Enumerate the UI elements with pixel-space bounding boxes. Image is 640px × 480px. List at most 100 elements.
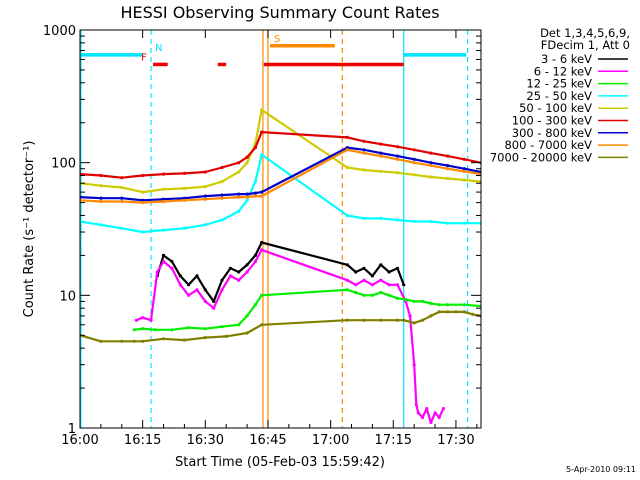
- data-point-3-6: [203, 223, 207, 227]
- legend-label-1: 6 - 12 keV: [534, 64, 592, 78]
- data-point-1-17: [345, 278, 349, 282]
- data-point-2-2: [153, 328, 157, 332]
- data-point-1-14: [245, 270, 249, 274]
- data-point-4-19: [462, 178, 466, 182]
- data-point-1-9: [203, 299, 207, 303]
- x-axis-label: Start Time (05-Feb-03 15:59:42): [175, 455, 385, 470]
- data-point-8-6: [182, 338, 186, 342]
- legend-label-8: 7000 - 20000 keV: [490, 150, 592, 164]
- data-point-6-12: [345, 146, 349, 150]
- data-point-2-10: [260, 293, 264, 297]
- data-point-6-15: [395, 154, 400, 158]
- data-point-8-9: [245, 331, 249, 335]
- data-point-7-4: [161, 199, 166, 204]
- data-point-6-9: [245, 192, 249, 196]
- data-point-6-17: [429, 161, 433, 165]
- data-point-2-15: [379, 290, 383, 295]
- data-point-2-13: [362, 293, 366, 297]
- data-point-6-18: [446, 164, 450, 168]
- y-axis: 1 10 100 1000: [43, 24, 481, 437]
- data-point-7-19: [462, 169, 466, 173]
- data-point-2-22: [437, 303, 441, 307]
- data-point-8-14: [395, 318, 400, 322]
- data-point-7-7: [220, 196, 224, 200]
- data-point-4-12: [345, 165, 349, 170]
- data-point-4-14: [379, 169, 383, 173]
- data-point-0-17: [370, 274, 374, 278]
- data-point-6-11: [260, 190, 264, 194]
- data-point-2-11: [345, 288, 349, 292]
- data-point-4-2: [120, 185, 124, 190]
- data-point-4-7: [220, 180, 224, 184]
- data-point-8-12: [362, 318, 366, 322]
- data-point-1-0: [134, 318, 138, 322]
- data-point-1-7: [187, 293, 191, 297]
- data-point-1-26: [412, 363, 416, 367]
- data-point-4-16: [412, 173, 416, 177]
- data-point-6-19: [462, 167, 466, 171]
- data-point-7-5: [182, 198, 186, 202]
- data-point-8-19: [437, 310, 441, 314]
- y-tick-label-2: 100: [51, 157, 76, 172]
- data-point-8-7: [203, 336, 207, 340]
- x-tick-label-5: 17:15: [375, 433, 412, 448]
- series-line-0: [156, 241, 405, 303]
- data-point-8-5: [161, 337, 166, 341]
- data-point-7-12: [345, 148, 349, 152]
- data-point-1-16: [260, 248, 264, 252]
- data-point-0-18: [379, 263, 383, 267]
- data-point-6-8: [237, 192, 241, 196]
- data-point-0-13: [260, 240, 264, 245]
- y-tick-label-1: 10: [59, 289, 76, 304]
- data-point-1-13: [237, 278, 241, 282]
- data-point-7-1: [99, 199, 103, 204]
- legend-label-0: 3 - 6 keV: [541, 52, 592, 66]
- data-point-7-9: [245, 195, 249, 199]
- data-point-7-8: [237, 195, 241, 199]
- data-point-1-12: [228, 274, 232, 278]
- data-point-8-10: [260, 323, 264, 327]
- data-point-3-9: [245, 198, 249, 202]
- data-point-3-16: [412, 219, 416, 224]
- data-point-5-12: [345, 135, 349, 139]
- data-point-8-1: [99, 339, 103, 343]
- data-point-1-23: [395, 283, 400, 287]
- data-point-5-14: [379, 142, 383, 146]
- data-point-0-12: [253, 253, 257, 257]
- data-point-2-0: [132, 328, 136, 332]
- data-point-5-10: [253, 146, 257, 150]
- data-point-4-4: [161, 187, 166, 191]
- data-point-5-2: [120, 176, 124, 180]
- data-point-1-32: [433, 411, 437, 415]
- data-point-5-18: [446, 154, 450, 158]
- data-point-1-31: [429, 420, 433, 425]
- data-point-5-16: [412, 148, 416, 152]
- data-point-1-22: [387, 283, 391, 287]
- data-point-0-16: [362, 266, 366, 270]
- legend-label-3: 25 - 50 keV: [526, 89, 592, 103]
- data-point-1-4: [161, 259, 166, 264]
- data-point-7-14: [379, 154, 383, 158]
- data-point-0-15: [354, 270, 358, 274]
- data-point-6-2: [120, 196, 124, 200]
- data-point-6-14: [379, 151, 383, 155]
- data-point-8-2: [120, 339, 124, 343]
- data-point-6-3: [141, 198, 145, 202]
- data-point-8-20: [446, 310, 450, 314]
- data-point-1-28: [416, 411, 420, 415]
- legend-header-0: Det 1,3,4,5,6,9,: [540, 26, 630, 40]
- data-point-8-11: [345, 318, 349, 322]
- data-point-7-10: [253, 194, 257, 198]
- legend-label-6: 300 - 800 keV: [512, 126, 592, 140]
- data-point-2-17: [395, 296, 400, 300]
- flags-layer: NF S: [80, 34, 467, 67]
- data-point-1-11: [220, 288, 224, 292]
- data-point-1-30: [425, 407, 429, 411]
- data-point-8-3: [132, 339, 136, 343]
- legend: Det 1,3,4,5,6,9,FDecim 1, Att 03 - 6 keV…: [490, 26, 630, 164]
- data-point-5-17: [429, 151, 433, 155]
- data-point-7-6: [203, 197, 207, 201]
- data-point-3-5: [182, 226, 186, 230]
- data-point-3-8: [237, 209, 241, 213]
